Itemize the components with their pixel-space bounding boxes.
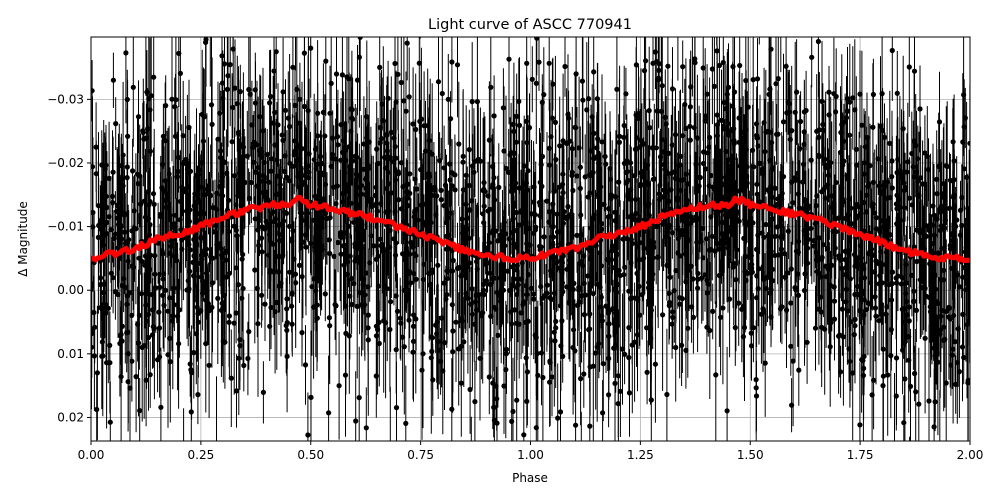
x-tick-label: 0.75 [407,448,434,462]
y-tick-label: 0.00 [57,283,84,297]
x-tick-label: 2.00 [957,448,984,462]
binned-light-curve [91,194,970,264]
x-tick-label: 1.50 [737,448,764,462]
y-axis-label: Δ Magnitude [16,201,30,277]
x-tick-label: 0.50 [297,448,324,462]
y-axis-ticks: −0.03 −0.02 −0.01 0.00 0.01 0.02 [47,92,91,424]
y-tick-label: 0.01 [57,347,84,361]
x-tick-label: 1.00 [517,448,544,462]
x-axis-ticks: 0.00 0.25 0.50 0.75 1.00 1.25 1.50 1.75 2.00 [78,441,984,462]
y-tick-label: −0.01 [47,220,84,234]
chart-title: Light curve of ASCC 770941 [428,17,632,33]
x-tick-label: 0.25 [188,448,215,462]
y-tick-label: 0.02 [57,410,84,424]
x-tick-label: 1.75 [847,448,874,462]
x-axis-label: Phase [512,471,548,485]
observation-points [91,37,970,441]
y-tick-label: −0.02 [47,156,84,170]
x-tick-label: 0.00 [78,448,105,462]
y-tick-label: −0.03 [47,92,84,106]
x-tick-label: 1.25 [627,448,654,462]
